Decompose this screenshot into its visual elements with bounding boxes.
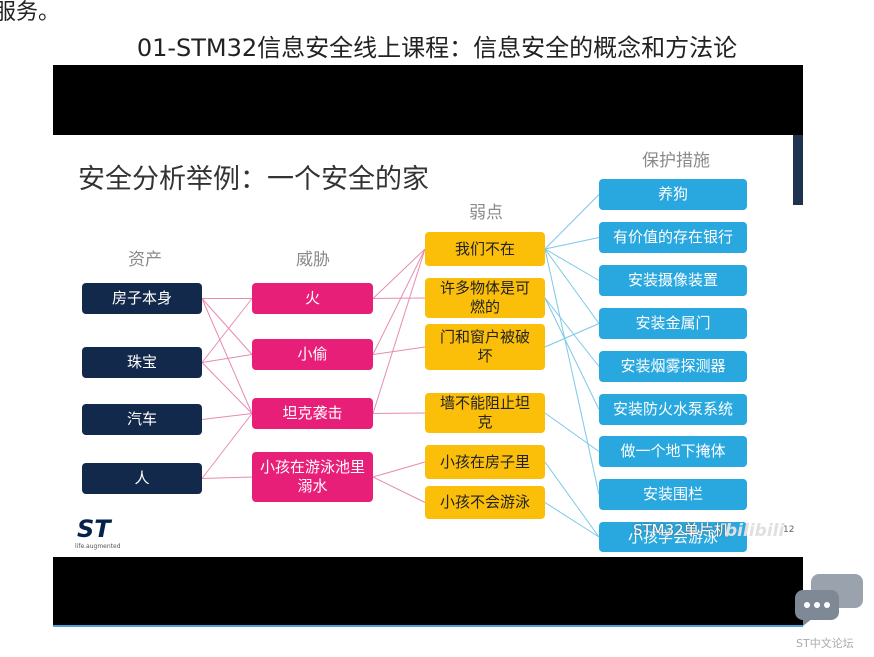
assets-label: 资产: [128, 250, 162, 270]
slide-title: 安全分析举例：一个安全的家: [78, 164, 429, 195]
slide-watermark: STM32单片机: [633, 521, 729, 539]
assets-box: 汽车: [82, 404, 202, 435]
connector: [544, 502, 600, 538]
weaknesses-label: 弱点: [469, 203, 503, 223]
weaknesses-box: 我们不在: [425, 232, 545, 266]
intro-text: 服务。: [0, 0, 61, 25]
threats-label: 威胁: [296, 250, 330, 270]
connector: [544, 323, 600, 348]
assets-box: 房子本身: [82, 283, 202, 314]
weaknesses-box: 墙不能阻止坦克: [425, 393, 545, 433]
connector: [201, 354, 253, 363]
connector: [544, 412, 600, 452]
connector: [372, 248, 426, 414]
threats-box: 坦克袭击: [252, 398, 373, 429]
protections-box: 养狗: [599, 179, 747, 210]
forum-icon[interactable]: [793, 572, 867, 628]
connector: [372, 248, 426, 355]
connector: [372, 248, 426, 299]
page-number: 12: [783, 525, 795, 535]
video-watermark: bilibili: [725, 521, 785, 541]
assets-box: 珠宝: [82, 347, 202, 378]
connector: [544, 237, 600, 250]
connector: [544, 194, 600, 250]
protections-label: 保护措施: [642, 151, 710, 171]
threats-box: 小偷: [252, 339, 373, 370]
weaknesses-box: 小孩在房子里: [425, 445, 545, 479]
connector: [544, 461, 600, 538]
connector: [201, 362, 253, 414]
connector: [201, 298, 253, 355]
page-title: 01-STM32信息安全线上课程：信息安全的概念和方法论: [136, 34, 738, 62]
connector: [372, 297, 426, 299]
weaknesses-box: 许多物体是可燃的: [425, 278, 545, 318]
logo: ST: [77, 515, 111, 543]
connector: [372, 461, 426, 478]
connector-layer: [201, 194, 600, 538]
protections-box: 安装烟雾探测器: [599, 351, 747, 382]
protections-box: 有价值的存在银行: [599, 222, 747, 253]
slide: 安全分析举例：一个安全的家 ST life.augmented 12 资产房子本…: [53, 135, 803, 557]
protections-box: 做一个地下掩体: [599, 436, 747, 467]
connector: [201, 298, 253, 363]
video-player[interactable]: 安全分析举例：一个安全的家 ST life.augmented 12 资产房子本…: [53, 65, 803, 627]
weaknesses-box: 门和窗户被破坏: [425, 324, 545, 370]
connector: [372, 346, 426, 355]
weaknesses-box: 小孩不会游泳: [425, 486, 545, 519]
connector: [544, 297, 600, 367]
protections-box: 安装金属门: [599, 308, 747, 339]
connector: [544, 248, 600, 281]
connector: [372, 412, 426, 414]
forum-label[interactable]: ST中文论坛: [796, 637, 854, 650]
connector: [372, 476, 426, 503]
protections-box: 安装摄像装置: [599, 265, 747, 296]
protections-box: 安装防火水泵系统: [599, 394, 747, 425]
progress-bar[interactable]: [53, 625, 803, 627]
threats-box: 火: [252, 283, 373, 314]
assets-box: 人: [82, 463, 202, 494]
logo-tagline: life.augmented: [75, 543, 121, 550]
connector: [201, 413, 253, 479]
connector: [544, 248, 600, 324]
protections-box: 小孩学会游泳: [599, 522, 747, 552]
protections-box: 安装围栏: [599, 479, 747, 510]
connector: [544, 297, 600, 410]
connector: [201, 298, 253, 414]
threats-box: 小孩在游泳池里溺水: [252, 452, 373, 502]
slide-strip: [793, 135, 803, 205]
connector: [201, 413, 253, 420]
connector: [201, 476, 253, 479]
connector: [544, 248, 600, 495]
